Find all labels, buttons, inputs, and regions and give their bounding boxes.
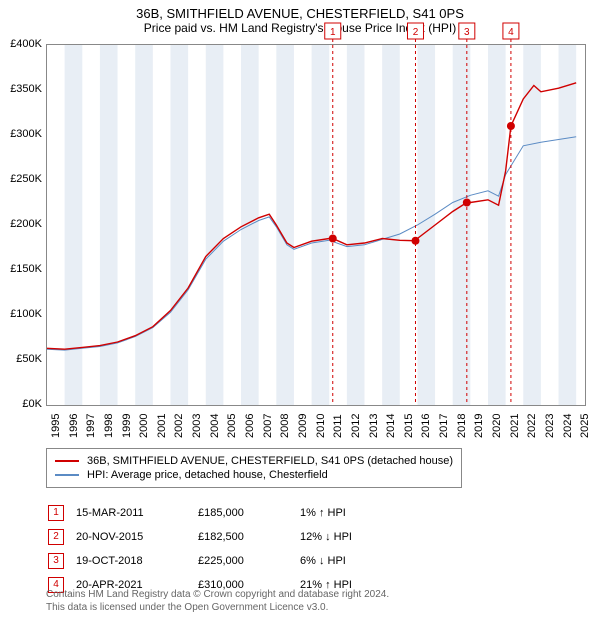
legend-label: 36B, SMITHFIELD AVENUE, CHESTERFIELD, S4…: [87, 455, 453, 467]
footer-line2: This data is licensed under the Open Gov…: [46, 601, 389, 614]
x-tick-label: 2020: [491, 414, 503, 438]
transactions-table: 1 15-MAR-2011£185,0001% ↑ HPI 2 20-NOV-2015…: [46, 500, 364, 598]
chart-container: 36B, SMITHFIELD AVENUE, CHESTERFIELD, S4…: [0, 0, 600, 620]
x-tick-label: 2012: [350, 414, 362, 438]
event-price: £182,500: [198, 526, 298, 548]
x-tick-label: 2000: [138, 414, 150, 438]
event-marker: 3: [48, 553, 64, 569]
legend: 36B, SMITHFIELD AVENUE, CHESTERFIELD, S4…: [46, 448, 462, 488]
event-date: 19-OCT-2018: [76, 550, 196, 572]
x-tick-label: 2003: [191, 414, 203, 438]
event-marker: 2: [48, 529, 64, 545]
x-tick-label: 2024: [562, 414, 574, 438]
svg-text:4: 4: [508, 27, 514, 38]
x-tick-label: 1999: [121, 414, 133, 438]
svg-text:1: 1: [330, 27, 336, 38]
x-tick-label: 2018: [456, 414, 468, 438]
legend-label: HPI: Average price, detached house, Ches…: [87, 469, 328, 481]
x-tick-label: 2009: [297, 414, 309, 438]
footer-attribution: Contains HM Land Registry data © Crown c…: [46, 588, 389, 614]
event-marker: 1: [48, 505, 64, 521]
event-date: 20-NOV-2015: [76, 526, 196, 548]
legend-swatch: [55, 474, 79, 476]
y-tick-label: £200K: [0, 218, 42, 230]
legend-swatch: [55, 460, 79, 462]
y-tick-label: £250K: [0, 173, 42, 185]
event-date: 15-MAR-2011: [76, 502, 196, 524]
x-tick-label: 2008: [279, 414, 291, 438]
table-row: 1 15-MAR-2011£185,0001% ↑ HPI: [48, 502, 362, 524]
y-tick-label: £350K: [0, 83, 42, 95]
y-tick-label: £50K: [0, 353, 42, 365]
x-tick-label: 1997: [85, 414, 97, 438]
event-price: £185,000: [198, 502, 298, 524]
x-tick-label: 2017: [438, 414, 450, 438]
x-tick-label: 2006: [244, 414, 256, 438]
x-tick-label: 1995: [50, 414, 62, 438]
table-row: 3 19-OCT-2018£225,0006% ↓ HPI: [48, 550, 362, 572]
legend-item: 36B, SMITHFIELD AVENUE, CHESTERFIELD, S4…: [55, 455, 453, 467]
event-price: £225,000: [198, 550, 298, 572]
chart-title: 36B, SMITHFIELD AVENUE, CHESTERFIELD, S4…: [0, 0, 600, 21]
x-tick-label: 2011: [332, 414, 344, 438]
legend-item: HPI: Average price, detached house, Ches…: [55, 469, 453, 481]
event-diff: 6% ↓ HPI: [300, 550, 362, 572]
x-tick-label: 1996: [68, 414, 80, 438]
footer-line1: Contains HM Land Registry data © Crown c…: [46, 588, 389, 601]
x-tick-label: 2021: [509, 414, 521, 438]
event-diff: 12% ↓ HPI: [300, 526, 362, 548]
x-tick-label: 2014: [385, 414, 397, 438]
x-tick-label: 2010: [315, 414, 327, 438]
plot-area: 1234: [46, 44, 586, 406]
y-tick-label: £100K: [0, 308, 42, 320]
y-tick-label: £150K: [0, 263, 42, 275]
y-tick-label: £400K: [0, 38, 42, 50]
event-diff: 1% ↑ HPI: [300, 502, 362, 524]
x-tick-label: 2025: [579, 414, 591, 438]
x-tick-label: 2019: [473, 414, 485, 438]
table-row: 2 20-NOV-2015£182,50012% ↓ HPI: [48, 526, 362, 548]
svg-text:3: 3: [464, 27, 470, 38]
x-tick-label: 2004: [209, 414, 221, 438]
plot-svg: 1234: [47, 45, 585, 405]
svg-text:2: 2: [413, 27, 419, 38]
x-tick-label: 2015: [403, 414, 415, 438]
x-tick-label: 2002: [173, 414, 185, 438]
x-tick-label: 2022: [526, 414, 538, 438]
x-tick-label: 2001: [156, 414, 168, 438]
x-tick-label: 2016: [420, 414, 432, 438]
x-tick-label: 2023: [544, 414, 556, 438]
x-tick-label: 2005: [226, 414, 238, 438]
x-tick-label: 2007: [262, 414, 274, 438]
y-tick-label: £0K: [0, 398, 42, 410]
x-tick-label: 1998: [103, 414, 115, 438]
y-tick-label: £300K: [0, 128, 42, 140]
x-tick-label: 2013: [368, 414, 380, 438]
